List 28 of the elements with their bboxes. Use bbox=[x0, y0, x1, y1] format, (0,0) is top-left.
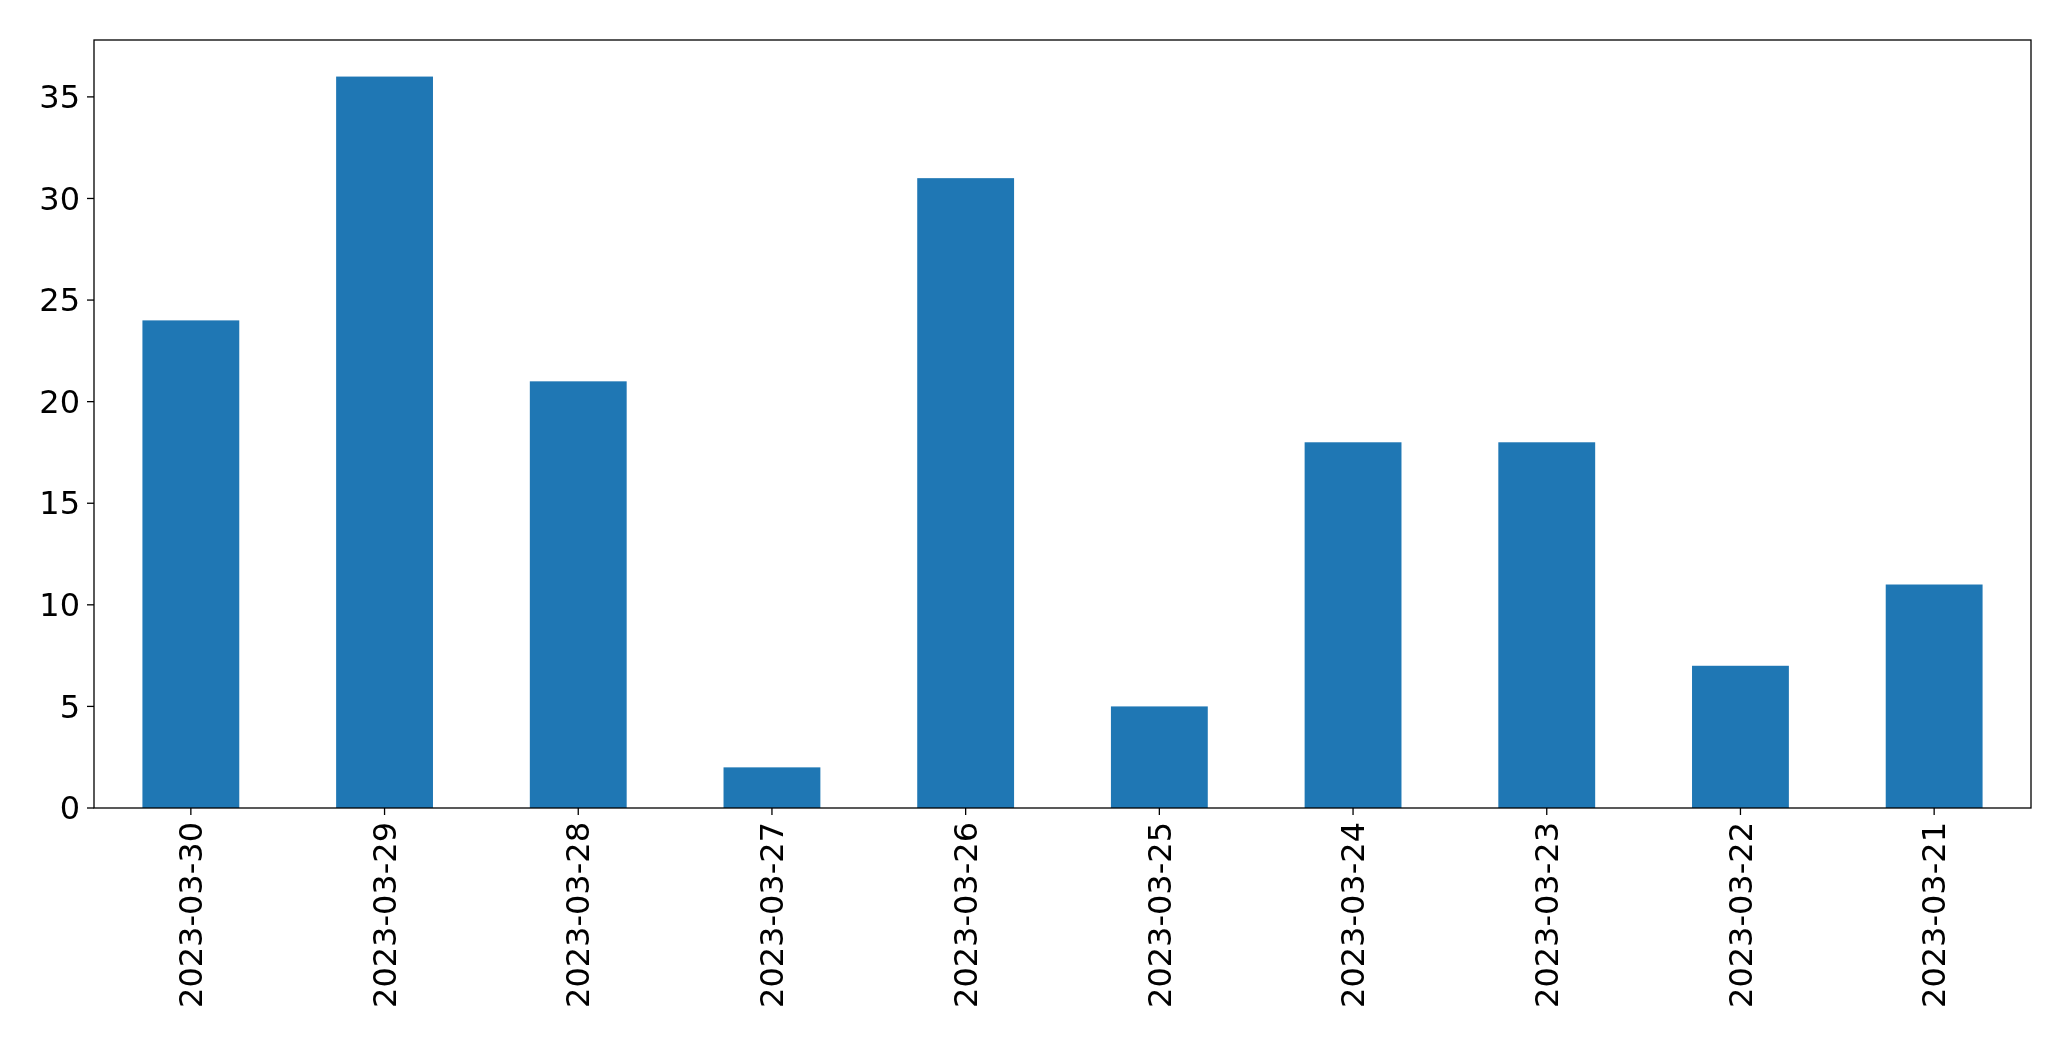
bar bbox=[1885, 584, 1983, 808]
bar bbox=[142, 320, 240, 808]
x-tick-label: 2023-03-23 bbox=[1527, 822, 1566, 1008]
x-tick-label: 2023-03-27 bbox=[753, 822, 792, 1008]
x-tick-label: 2023-03-22 bbox=[1721, 822, 1760, 1008]
x-tick-label: 2023-03-29 bbox=[365, 822, 404, 1008]
y-tick-label: 30 bbox=[39, 179, 80, 218]
y-tick-label: 10 bbox=[39, 586, 80, 625]
x-tick-label: 2023-03-25 bbox=[1140, 822, 1179, 1008]
bar bbox=[1692, 665, 1789, 808]
x-tick-label: 2023-03-26 bbox=[946, 822, 985, 1008]
y-tick-label: 25 bbox=[39, 281, 80, 320]
y-tick-label: 0 bbox=[59, 789, 80, 828]
x-tick-label: 2023-03-30 bbox=[172, 822, 211, 1008]
bar bbox=[529, 381, 627, 808]
x-tick-label: 2023-03-28 bbox=[559, 822, 598, 1008]
x-tick-label: 2023-03-24 bbox=[1334, 822, 1373, 1008]
bar bbox=[1110, 706, 1208, 808]
y-tick-label: 35 bbox=[39, 78, 80, 117]
y-tick-label: 15 bbox=[39, 484, 80, 523]
bar bbox=[1304, 442, 1402, 808]
bar bbox=[917, 178, 1015, 808]
bar bbox=[1498, 442, 1596, 808]
bar bbox=[336, 76, 433, 808]
x-tick-label: 2023-03-21 bbox=[1915, 822, 1954, 1008]
y-tick-label: 20 bbox=[39, 382, 80, 421]
y-tick-label: 5 bbox=[59, 687, 80, 726]
bar bbox=[723, 767, 821, 808]
